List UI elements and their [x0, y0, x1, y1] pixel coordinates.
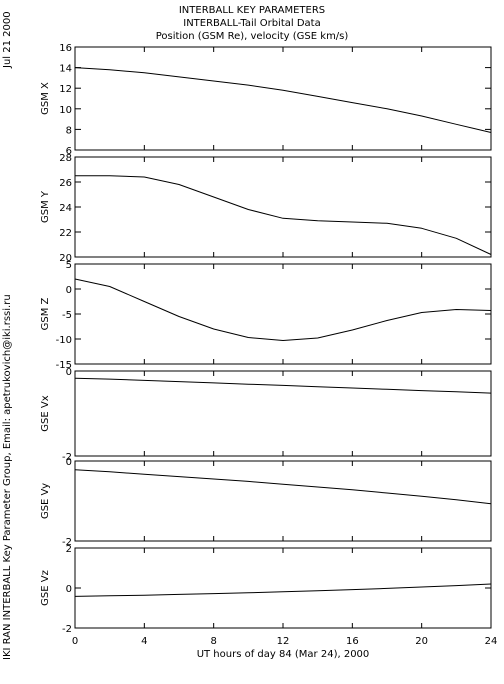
panel-frame	[74, 547, 492, 629]
series-line-gsm-z	[74, 278, 492, 341]
series-line-gse-vx	[74, 377, 492, 394]
y-axis-label: GSM Y	[40, 190, 51, 223]
x-axis-label: UT hours of day 84 (Mar 24), 2000	[197, 649, 370, 660]
y-tick-label: -2	[62, 624, 72, 635]
panel-1: 6 8 10 12 14 16 GSM X	[40, 43, 492, 157]
panel-frame	[74, 263, 492, 365]
y-tick-label: -2	[62, 537, 72, 548]
y-tick-label: 14	[59, 64, 72, 75]
y-tick-label: 22	[59, 228, 72, 239]
x-tick-label: 12	[277, 636, 290, 647]
y-tick-label: 24	[59, 203, 72, 214]
y-axis-label: GSE Vz	[40, 570, 51, 606]
y-axis-label: GSM Z	[40, 297, 51, 330]
y-tick-label: 16	[59, 43, 72, 54]
y-tick-label: 0	[66, 367, 72, 378]
panel-frame	[74, 156, 492, 258]
panel-2: 20 22 24 26 28 GSM Y	[40, 153, 492, 264]
y-tick-label: 5	[66, 260, 72, 271]
y-tick-label: -10	[56, 335, 72, 346]
y-tick-label: 10	[59, 105, 72, 116]
panel-frame	[74, 460, 492, 542]
panel-frame	[74, 46, 492, 151]
chart-subtitle: INTERBALL-Tail Orbital Data	[183, 18, 321, 29]
y-tick-label: -5	[62, 310, 72, 321]
series-line-gse-vz	[74, 583, 492, 597]
x-tick-label: 24	[485, 636, 498, 647]
panel-frame	[74, 370, 492, 457]
x-tick-label: 20	[415, 636, 428, 647]
series-line-gse-vy	[74, 469, 492, 505]
chart-units-line: Position (GSM Re), velocity (GSE km/s)	[155, 31, 349, 42]
y-tick-label: 0	[66, 584, 72, 595]
panel-5: -2 0 GSE Vy	[40, 457, 492, 548]
y-axis-label: GSE Vx	[40, 395, 51, 431]
panel-3: -15 -10 -5 0 5 GSM Z	[40, 260, 492, 371]
y-tick-label: 0	[66, 285, 72, 296]
y-tick-label: 26	[59, 178, 72, 189]
y-tick-label: 0	[66, 457, 72, 468]
y-tick-label: 20	[59, 253, 72, 264]
x-tick-label: 8	[210, 636, 216, 647]
x-tick-label: 16	[346, 636, 359, 647]
series-line-gsm-x	[74, 67, 492, 133]
x-tick-label: 0	[72, 636, 78, 647]
y-tick-label: -15	[56, 360, 72, 371]
chart-title: INTERBALL KEY PARAMETERS	[178, 5, 326, 16]
y-axis-label: GSE Vy	[40, 483, 51, 519]
y-axis-label: GSM X	[40, 82, 51, 115]
y-tick-label: 28	[59, 153, 72, 164]
y-tick-label: -2	[62, 452, 72, 463]
y-tick-label: 6	[66, 146, 72, 157]
y-tick-label: 12	[59, 84, 72, 95]
panel-6: -2 0 2 GSE Vz	[40, 544, 492, 635]
x-tick-label: 4	[141, 636, 147, 647]
y-tick-label: 2	[66, 544, 72, 555]
y-tick-label: 8	[66, 125, 72, 136]
panel-4: -2 0 GSE Vx	[40, 367, 492, 463]
series-line-gsm-y	[75, 175, 492, 255]
